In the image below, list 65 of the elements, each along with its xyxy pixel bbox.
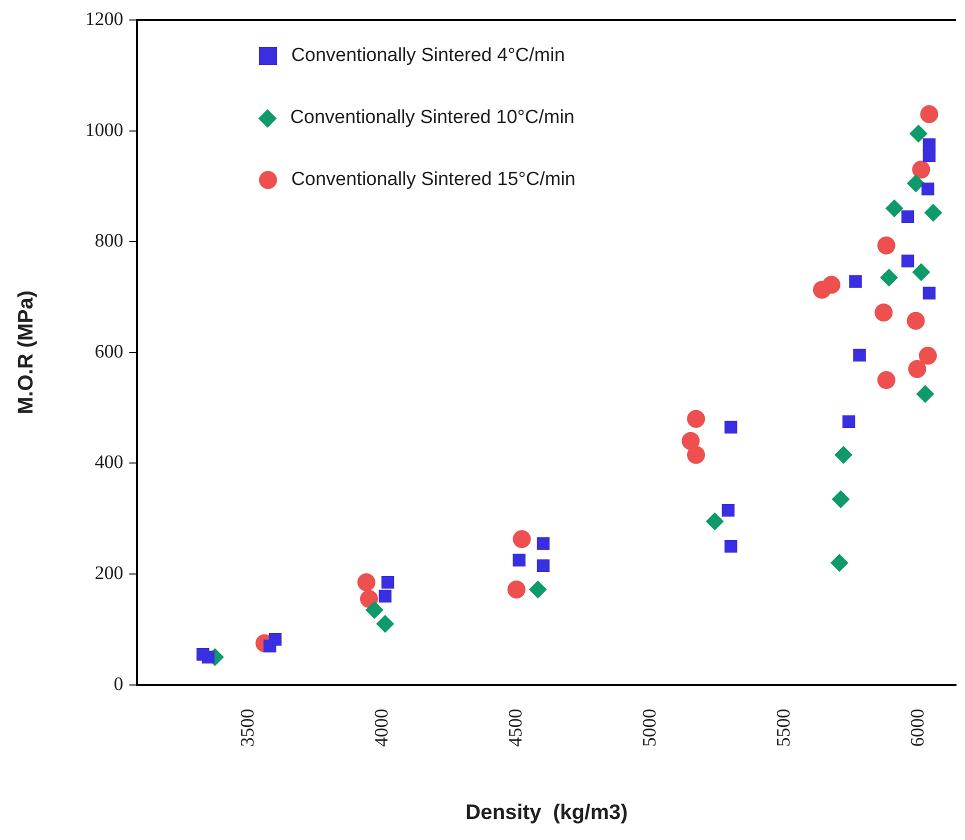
y-tick-label: 1200 xyxy=(85,8,124,30)
point xyxy=(920,105,938,124)
point xyxy=(901,254,914,268)
point xyxy=(912,160,930,179)
point xyxy=(912,263,930,282)
point xyxy=(922,286,936,300)
point xyxy=(877,236,896,254)
point xyxy=(830,554,848,572)
legend-label: Conventionally Sintered 4°C/min xyxy=(291,45,565,67)
point xyxy=(921,182,934,196)
point xyxy=(908,360,926,378)
point xyxy=(512,530,531,548)
point xyxy=(687,446,706,464)
point xyxy=(512,554,526,567)
x-tick-label: 6000 xyxy=(907,708,928,747)
point xyxy=(706,512,724,530)
x-tick-label: 3500 xyxy=(237,708,258,747)
x-axis-title: Density (kg/m3) xyxy=(465,801,628,824)
point xyxy=(877,371,896,390)
point xyxy=(842,415,856,428)
y-tick-label: 200 xyxy=(94,562,124,584)
point xyxy=(880,268,898,287)
point xyxy=(922,149,936,162)
point xyxy=(202,650,215,664)
point xyxy=(918,346,937,365)
point xyxy=(722,504,735,517)
point xyxy=(528,580,547,599)
point xyxy=(906,174,925,192)
point xyxy=(849,275,862,288)
point xyxy=(536,537,550,550)
point xyxy=(822,276,840,294)
point xyxy=(924,204,942,222)
x-tick-label: 4000 xyxy=(371,708,392,747)
point xyxy=(901,210,914,224)
y-tick-label: 400 xyxy=(94,452,124,474)
y-tick-label: 600 xyxy=(94,341,124,362)
x-tick-label: 5000 xyxy=(639,708,660,747)
point xyxy=(687,410,706,428)
point xyxy=(916,384,934,403)
x-tick-label: 4500 xyxy=(505,708,526,747)
point xyxy=(834,446,852,464)
point xyxy=(832,490,850,508)
x-tick-label: 5500 xyxy=(773,708,794,747)
point xyxy=(378,590,392,603)
point xyxy=(885,199,904,218)
legend-label: Conventionally Sintered 15°C/min xyxy=(291,169,576,191)
y-axis-title: M.O.R (MPa) xyxy=(14,290,38,414)
point xyxy=(724,420,738,434)
point xyxy=(507,580,526,599)
point xyxy=(376,614,394,633)
point xyxy=(874,304,893,322)
point xyxy=(909,124,928,143)
y-tick-label: 0 xyxy=(114,674,124,695)
point xyxy=(357,573,376,592)
legend-label: Conventionally Sintered 10°C/min xyxy=(290,107,574,129)
point xyxy=(268,633,282,646)
point xyxy=(365,601,384,620)
point xyxy=(724,540,738,553)
y-tick-label: 1000 xyxy=(85,120,124,141)
point xyxy=(536,559,550,572)
point xyxy=(381,576,394,589)
y-tick-label: 800 xyxy=(94,230,124,252)
point xyxy=(906,312,925,330)
point xyxy=(853,348,866,362)
point xyxy=(682,432,700,450)
